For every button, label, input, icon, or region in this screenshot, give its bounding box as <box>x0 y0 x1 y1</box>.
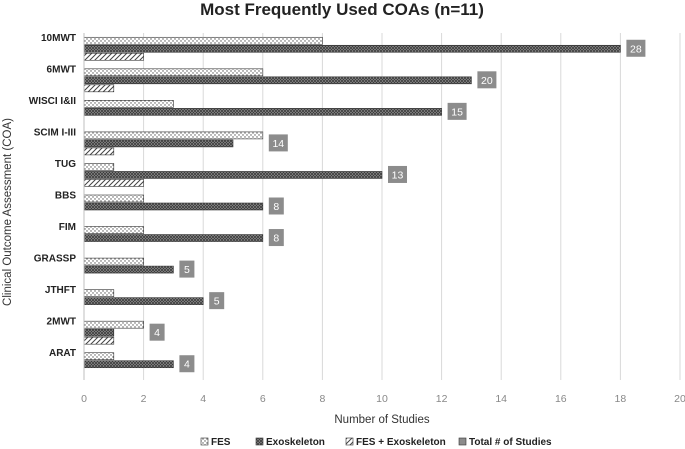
bar-fes-exoskeleton <box>83 52 144 61</box>
category-label: JTHFT <box>45 285 76 296</box>
legend-swatch <box>458 437 467 446</box>
category-label: ARAT <box>49 348 76 359</box>
x-tick-label: 18 <box>615 393 627 405</box>
x-axis-label: Number of Studies <box>334 414 429 426</box>
bar-fes <box>83 226 144 234</box>
total-label-box <box>179 260 195 278</box>
chart-title: Most Frequently Used COAs (n=11) <box>200 0 484 19</box>
total-label-box <box>477 71 497 89</box>
bar-fes <box>83 68 264 77</box>
legend-swatch <box>200 437 209 446</box>
legend-swatch <box>255 437 264 446</box>
y-axis-label: Clinical Outcome Assessment (COA) <box>2 118 14 306</box>
legend-label: FES <box>211 437 231 448</box>
total-label-box <box>268 134 288 152</box>
bar-fes <box>83 36 323 45</box>
x-tick-label: 20 <box>674 393 685 405</box>
bar-fes <box>83 320 144 329</box>
bar-exoskeleton <box>83 360 174 369</box>
legend-swatch <box>345 437 354 446</box>
bar-exoskeleton <box>83 139 234 148</box>
total-label: 13 <box>392 169 404 181</box>
category-label: FIM <box>59 222 76 233</box>
legend-label: Total # of Studies <box>469 437 552 448</box>
legend: FES Exoskeleton FES + Exoskeleton Total # o… <box>200 437 552 448</box>
category-label: TUG <box>55 159 76 170</box>
total-label: 15 <box>451 106 463 118</box>
bar-fes <box>83 194 144 203</box>
x-tick-label: 14 <box>495 393 507 405</box>
x-tick-label: 2 <box>141 393 147 405</box>
category-label: GRASSP <box>34 254 77 265</box>
bar-fes <box>83 131 264 140</box>
bar-fes <box>83 257 144 266</box>
x-tick-label: 4 <box>200 393 206 405</box>
x-tick-label: 8 <box>319 393 325 405</box>
category-labels: 10MWT 6MWT WISCI I&II SCIM I-III TUG BBS FIM GR… <box>29 33 77 359</box>
total-label-box <box>268 229 284 247</box>
bar-fes <box>83 289 115 297</box>
bar-exoskeleton <box>83 234 264 242</box>
bar-exoskeleton <box>83 328 115 337</box>
category-label: BBS <box>55 191 76 202</box>
total-label: 8 <box>273 201 279 213</box>
total-label-box <box>209 292 225 310</box>
total-label: 5 <box>214 296 220 308</box>
total-label: 20 <box>481 75 493 87</box>
total-label-box <box>388 165 407 183</box>
x-tick-label: 12 <box>436 393 448 405</box>
bar-exoskeleton <box>83 265 174 274</box>
total-label: 14 <box>272 138 284 150</box>
x-tick-label: 10 <box>376 393 388 405</box>
total-label-box <box>149 323 165 341</box>
category-label: SCIM I-III <box>34 127 76 138</box>
bar-fes <box>83 352 115 361</box>
gridlines <box>143 33 681 380</box>
total-label-box <box>268 197 284 215</box>
total-label: 28 <box>630 43 642 55</box>
bar-fes-exoskeleton <box>83 147 115 156</box>
x-tick-label: 6 <box>260 393 266 405</box>
category-label: WISCI I&II <box>29 96 76 107</box>
x-tick-labels: 0 2 4 6 8 10 12 14 16 18 20 <box>81 393 685 405</box>
total-label: 5 <box>184 264 190 276</box>
total-label: 4 <box>184 359 190 371</box>
bars <box>83 36 621 369</box>
bar-fes-exoskeleton <box>83 84 115 93</box>
bar-fes-exoskeleton <box>83 336 115 345</box>
legend-label: Exoskeleton <box>266 437 325 448</box>
bar-exoskeleton <box>83 44 621 53</box>
total-label: 8 <box>273 233 279 245</box>
bar-fes <box>83 100 174 108</box>
category-label: 6MWT <box>47 64 76 75</box>
x-tick-label: 16 <box>555 393 567 405</box>
total-labels: 28 20 15 14 13 8 8 5 5 4 4 <box>149 39 646 373</box>
total-label-box <box>626 39 646 57</box>
bar-exoskeleton <box>83 171 383 179</box>
total-label: 4 <box>154 327 160 339</box>
category-label: 10MWT <box>41 33 76 44</box>
x-tick-label: 0 <box>81 393 87 405</box>
category-label: 2MWT <box>47 317 76 328</box>
total-label-box <box>179 355 195 373</box>
bar-exoskeleton <box>83 108 442 116</box>
bar-exoskeleton <box>83 76 472 85</box>
legend-label: FES + Exoskeleton <box>356 437 446 448</box>
bar-fes <box>83 163 115 171</box>
bar-exoskeleton <box>83 297 204 305</box>
bar-fes-exoskeleton <box>83 179 144 187</box>
total-label-box <box>447 102 467 120</box>
bar-exoskeleton <box>83 202 264 211</box>
